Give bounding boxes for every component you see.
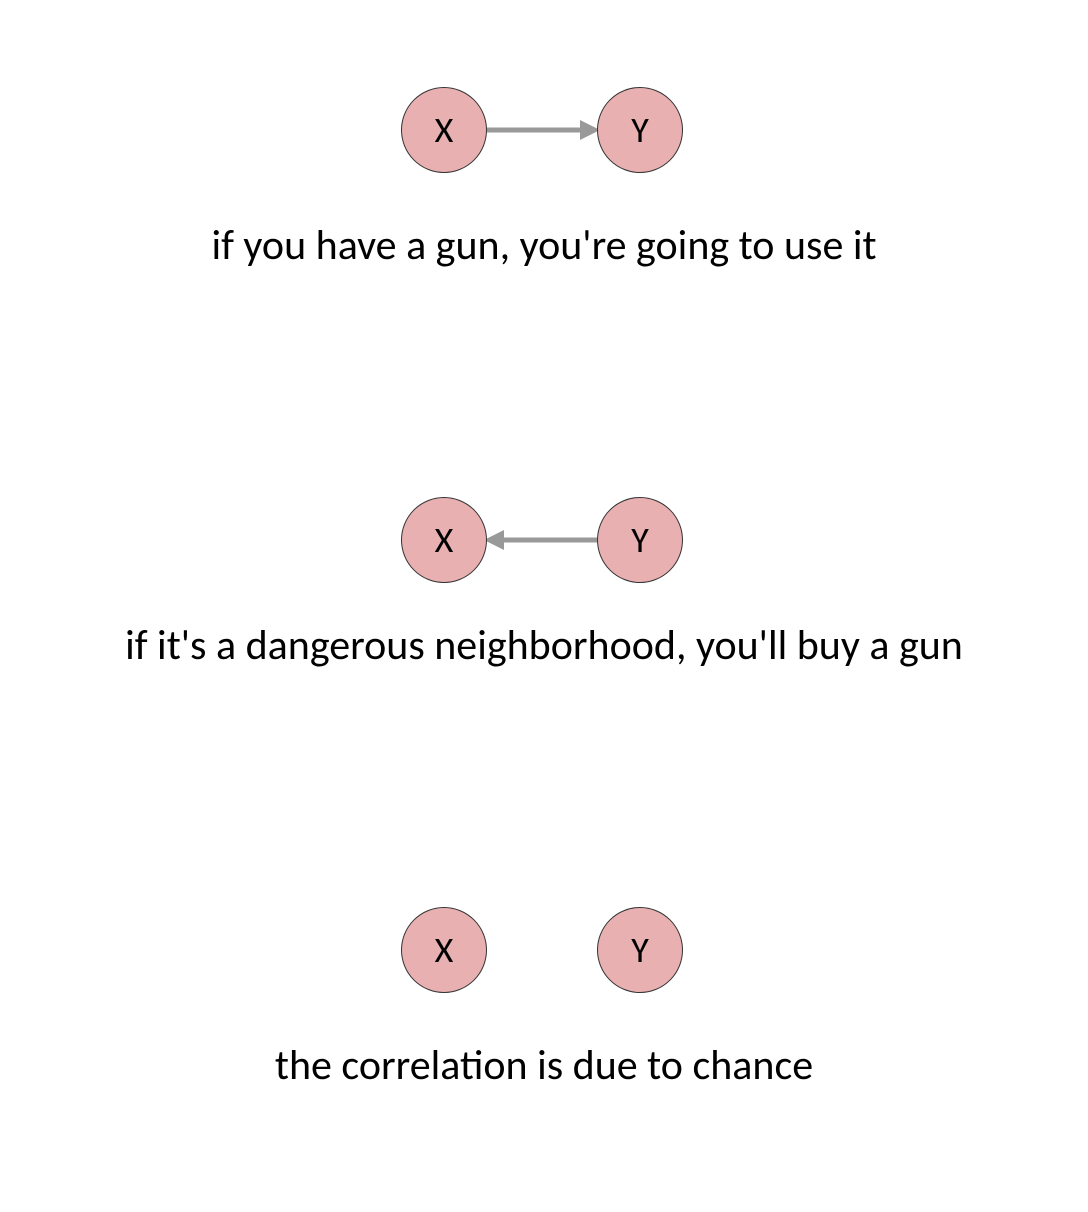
node-y-label: Y	[631, 522, 649, 558]
node-x: X	[401, 87, 487, 173]
panel-1-diagram: X Y	[0, 60, 1088, 200]
arrow-x-to-y-icon	[0, 60, 1088, 200]
node-y-label: Y	[631, 932, 649, 968]
panel-2: X Y	[0, 470, 1088, 610]
node-y: Y	[597, 87, 683, 173]
panel-1-caption: if you have a gun, you're going to use i…	[0, 220, 1088, 271]
node-y-label: Y	[631, 112, 649, 148]
node-x: X	[401, 497, 487, 583]
node-x-label: X	[435, 112, 454, 148]
panel-3-diagram: X Y	[0, 880, 1088, 1020]
node-y: Y	[597, 907, 683, 993]
diagram-stage: X Y if you have a gun, you're going to u…	[0, 0, 1088, 1212]
panel-2-diagram: X Y	[0, 470, 1088, 610]
node-x-label: X	[435, 932, 454, 968]
panel-2-caption: if it's a dangerous neighborhood, you'll…	[0, 620, 1088, 671]
node-x-label: X	[435, 522, 454, 558]
panel-3-caption: the correlation is due to chance	[0, 1040, 1088, 1091]
node-x: X	[401, 907, 487, 993]
panel-1: X Y	[0, 60, 1088, 200]
panel-3: X Y	[0, 880, 1088, 1020]
node-y: Y	[597, 497, 683, 583]
arrow-y-to-x-icon	[0, 470, 1088, 610]
